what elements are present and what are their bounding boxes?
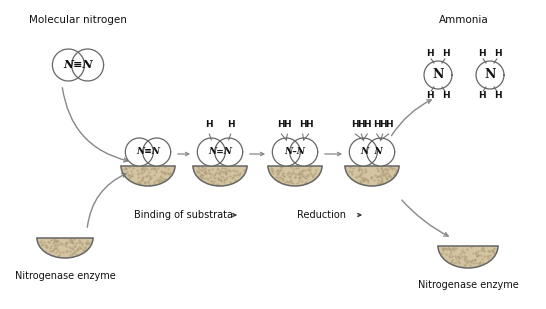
Polygon shape	[345, 166, 399, 186]
Polygon shape	[121, 166, 175, 186]
Text: H: H	[352, 120, 359, 129]
Polygon shape	[268, 166, 322, 186]
Text: Ammonia: Ammonia	[439, 15, 489, 25]
Circle shape	[215, 138, 242, 166]
Text: H: H	[385, 120, 393, 129]
Text: N≡N: N≡N	[136, 147, 160, 156]
Text: H: H	[426, 91, 434, 100]
Text: Binding of substrata: Binding of substrata	[134, 210, 233, 220]
Text: H: H	[442, 91, 450, 100]
Circle shape	[143, 138, 171, 166]
Circle shape	[52, 49, 85, 81]
Text: H: H	[373, 120, 381, 129]
Text: Molecular nitrogen: Molecular nitrogen	[29, 15, 127, 25]
Text: H: H	[227, 120, 234, 129]
Circle shape	[290, 138, 318, 166]
Text: N≡N: N≡N	[63, 60, 93, 70]
Text: H: H	[494, 91, 502, 100]
Circle shape	[197, 138, 225, 166]
Text: H: H	[277, 120, 285, 129]
Text: H: H	[283, 120, 291, 129]
Circle shape	[367, 138, 395, 166]
Text: N: N	[484, 69, 496, 82]
Text: H: H	[442, 49, 450, 58]
Text: H: H	[305, 120, 312, 129]
Text: N–N: N–N	[284, 147, 306, 156]
Circle shape	[476, 61, 504, 89]
Text: Nitrogenase enzyme: Nitrogenase enzyme	[15, 271, 115, 281]
Text: H: H	[299, 120, 306, 129]
Text: H: H	[364, 120, 371, 129]
Polygon shape	[193, 166, 247, 186]
Circle shape	[424, 61, 452, 89]
Text: H: H	[426, 49, 434, 58]
Circle shape	[72, 49, 104, 81]
Text: H: H	[205, 120, 213, 129]
Text: H: H	[478, 49, 486, 58]
Text: H: H	[494, 49, 502, 58]
Polygon shape	[438, 246, 498, 268]
Circle shape	[349, 138, 377, 166]
Text: N=N: N=N	[208, 147, 232, 156]
Circle shape	[126, 138, 153, 166]
Text: H: H	[478, 91, 486, 100]
Circle shape	[272, 138, 300, 166]
Text: H: H	[358, 120, 365, 129]
Text: H: H	[379, 120, 387, 129]
Text: N: N	[432, 69, 444, 82]
Text: Reduction: Reduction	[298, 210, 347, 220]
Polygon shape	[37, 238, 93, 258]
Text: Nitrogenase enzyme: Nitrogenase enzyme	[418, 280, 518, 290]
Text: N  N: N N	[360, 147, 383, 156]
